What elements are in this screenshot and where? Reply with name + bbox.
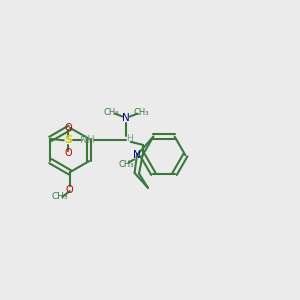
Text: O: O [66, 185, 74, 195]
Text: O: O [64, 148, 72, 158]
Text: H: H [126, 134, 133, 143]
Text: CH₃: CH₃ [51, 193, 68, 202]
Text: O: O [64, 123, 72, 133]
Text: N: N [133, 150, 141, 160]
Text: N: N [122, 113, 130, 123]
Text: CH₃: CH₃ [119, 160, 134, 169]
Text: NH: NH [80, 135, 95, 145]
Text: CH₃: CH₃ [134, 108, 149, 117]
Text: S: S [64, 135, 72, 145]
Text: CH₃: CH₃ [103, 108, 118, 117]
